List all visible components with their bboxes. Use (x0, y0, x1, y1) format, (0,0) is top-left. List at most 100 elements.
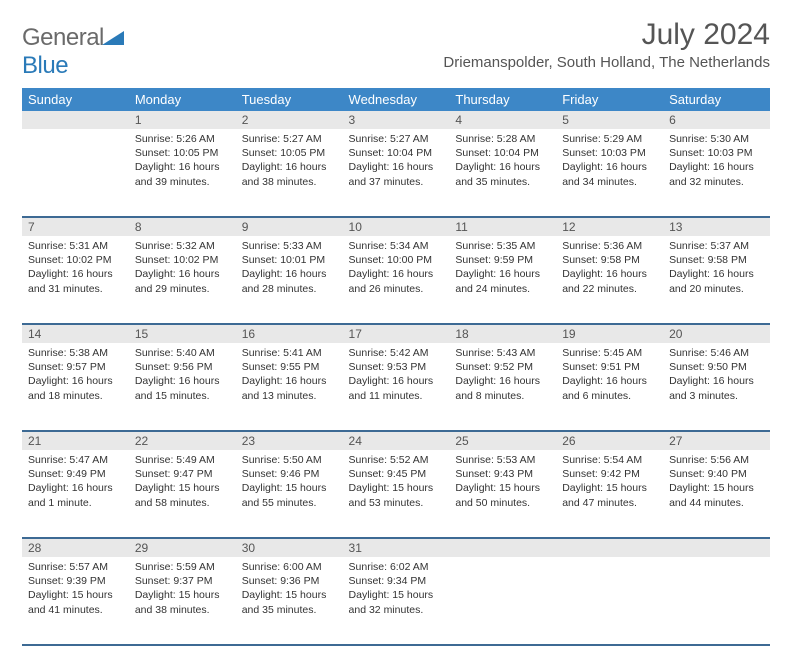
day-details: Sunrise: 5:27 AMSunset: 10:05 PMDaylight… (236, 129, 343, 193)
day-cell: Sunrise: 5:46 AMSunset: 9:50 PMDaylight:… (663, 343, 770, 431)
day-cell: Sunrise: 5:32 AMSunset: 10:02 PMDaylight… (129, 236, 236, 324)
day-number-cell: 26 (556, 431, 663, 450)
day-cell: Sunrise: 5:57 AMSunset: 9:39 PMDaylight:… (22, 557, 129, 645)
daynum-row: 28293031 (22, 538, 770, 557)
title-block: July 2024 Driemanspolder, South Holland,… (443, 18, 770, 71)
day-details: Sunrise: 5:29 AMSunset: 10:03 PMDaylight… (556, 129, 663, 193)
day-cell: Sunrise: 5:36 AMSunset: 9:58 PMDaylight:… (556, 236, 663, 324)
logo-triangle-icon (102, 29, 124, 45)
day-number-cell (663, 538, 770, 557)
day-cell: Sunrise: 5:54 AMSunset: 9:42 PMDaylight:… (556, 450, 663, 538)
weekday-header: Tuesday (236, 88, 343, 111)
month-title: July 2024 (443, 18, 770, 52)
day-number-cell: 23 (236, 431, 343, 450)
weekday-header: Wednesday (343, 88, 450, 111)
day-details: Sunrise: 5:42 AMSunset: 9:53 PMDaylight:… (343, 343, 450, 407)
day-details: Sunrise: 5:43 AMSunset: 9:52 PMDaylight:… (449, 343, 556, 407)
day-details: Sunrise: 5:47 AMSunset: 9:49 PMDaylight:… (22, 450, 129, 514)
day-cell: Sunrise: 5:47 AMSunset: 9:49 PMDaylight:… (22, 450, 129, 538)
day-details: Sunrise: 5:57 AMSunset: 9:39 PMDaylight:… (22, 557, 129, 621)
day-number-cell: 16 (236, 324, 343, 343)
day-cell: Sunrise: 5:42 AMSunset: 9:53 PMDaylight:… (343, 343, 450, 431)
day-details: Sunrise: 5:50 AMSunset: 9:46 PMDaylight:… (236, 450, 343, 514)
day-cell: Sunrise: 5:43 AMSunset: 9:52 PMDaylight:… (449, 343, 556, 431)
day-details: Sunrise: 5:28 AMSunset: 10:04 PMDaylight… (449, 129, 556, 193)
day-cell: Sunrise: 5:29 AMSunset: 10:03 PMDaylight… (556, 129, 663, 217)
day-cell: Sunrise: 5:26 AMSunset: 10:05 PMDaylight… (129, 129, 236, 217)
day-number-cell: 18 (449, 324, 556, 343)
day-cell: Sunrise: 5:34 AMSunset: 10:00 PMDaylight… (343, 236, 450, 324)
day-number-cell: 19 (556, 324, 663, 343)
day-cell: Sunrise: 5:33 AMSunset: 10:01 PMDaylight… (236, 236, 343, 324)
calendar-table: Sunday Monday Tuesday Wednesday Thursday… (22, 88, 770, 646)
day-number-cell: 14 (22, 324, 129, 343)
day-details: Sunrise: 5:56 AMSunset: 9:40 PMDaylight:… (663, 450, 770, 514)
logo: General Blue (22, 24, 124, 80)
day-number-cell: 1 (129, 111, 236, 129)
day-number-cell: 7 (22, 217, 129, 236)
day-cell: Sunrise: 6:02 AMSunset: 9:34 PMDaylight:… (343, 557, 450, 645)
day-details: Sunrise: 5:30 AMSunset: 10:03 PMDaylight… (663, 129, 770, 193)
header: General Blue July 2024 Driemanspolder, S… (22, 18, 770, 80)
day-number-cell: 29 (129, 538, 236, 557)
day-number-cell: 2 (236, 111, 343, 129)
day-cell: Sunrise: 5:28 AMSunset: 10:04 PMDaylight… (449, 129, 556, 217)
day-cell: Sunrise: 5:38 AMSunset: 9:57 PMDaylight:… (22, 343, 129, 431)
day-details: Sunrise: 5:49 AMSunset: 9:47 PMDaylight:… (129, 450, 236, 514)
day-details: Sunrise: 5:52 AMSunset: 9:45 PMDaylight:… (343, 450, 450, 514)
day-cell (556, 557, 663, 645)
day-details: Sunrise: 5:32 AMSunset: 10:02 PMDaylight… (129, 236, 236, 300)
day-cell: Sunrise: 5:27 AMSunset: 10:04 PMDaylight… (343, 129, 450, 217)
day-number-cell: 31 (343, 538, 450, 557)
day-cell: Sunrise: 5:40 AMSunset: 9:56 PMDaylight:… (129, 343, 236, 431)
day-number-cell: 22 (129, 431, 236, 450)
day-number-cell (556, 538, 663, 557)
day-number-cell: 21 (22, 431, 129, 450)
day-details: Sunrise: 6:02 AMSunset: 9:34 PMDaylight:… (343, 557, 450, 621)
day-details: Sunrise: 5:26 AMSunset: 10:05 PMDaylight… (129, 129, 236, 193)
week-row: Sunrise: 5:38 AMSunset: 9:57 PMDaylight:… (22, 343, 770, 431)
day-number-cell: 30 (236, 538, 343, 557)
day-number-cell: 4 (449, 111, 556, 129)
weekday-header: Saturday (663, 88, 770, 111)
daynum-row: 123456 (22, 111, 770, 129)
logo-blue-text: Blue (22, 52, 68, 79)
day-number-cell: 8 (129, 217, 236, 236)
weekday-header: Thursday (449, 88, 556, 111)
day-cell: Sunrise: 5:37 AMSunset: 9:58 PMDaylight:… (663, 236, 770, 324)
day-cell: Sunrise: 5:52 AMSunset: 9:45 PMDaylight:… (343, 450, 450, 538)
day-number-cell: 28 (22, 538, 129, 557)
day-details: Sunrise: 5:45 AMSunset: 9:51 PMDaylight:… (556, 343, 663, 407)
day-cell: Sunrise: 5:49 AMSunset: 9:47 PMDaylight:… (129, 450, 236, 538)
day-details: Sunrise: 5:27 AMSunset: 10:04 PMDaylight… (343, 129, 450, 193)
day-cell: Sunrise: 5:50 AMSunset: 9:46 PMDaylight:… (236, 450, 343, 538)
day-number-cell: 5 (556, 111, 663, 129)
day-cell: Sunrise: 5:31 AMSunset: 10:02 PMDaylight… (22, 236, 129, 324)
day-cell (22, 129, 129, 217)
day-number-cell: 12 (556, 217, 663, 236)
week-row: Sunrise: 5:26 AMSunset: 10:05 PMDaylight… (22, 129, 770, 217)
day-details: Sunrise: 5:36 AMSunset: 9:58 PMDaylight:… (556, 236, 663, 300)
daynum-row: 78910111213 (22, 217, 770, 236)
weekday-header: Sunday (22, 88, 129, 111)
day-cell: Sunrise: 5:53 AMSunset: 9:43 PMDaylight:… (449, 450, 556, 538)
day-number-cell: 9 (236, 217, 343, 236)
day-number-cell: 27 (663, 431, 770, 450)
week-row: Sunrise: 5:57 AMSunset: 9:39 PMDaylight:… (22, 557, 770, 645)
day-number-cell: 24 (343, 431, 450, 450)
logo-general-text: General (22, 24, 104, 51)
day-cell: Sunrise: 6:00 AMSunset: 9:36 PMDaylight:… (236, 557, 343, 645)
day-cell: Sunrise: 5:30 AMSunset: 10:03 PMDaylight… (663, 129, 770, 217)
day-number-cell: 10 (343, 217, 450, 236)
day-number-cell: 6 (663, 111, 770, 129)
day-cell: Sunrise: 5:56 AMSunset: 9:40 PMDaylight:… (663, 450, 770, 538)
day-cell: Sunrise: 5:35 AMSunset: 9:59 PMDaylight:… (449, 236, 556, 324)
day-number-cell: 20 (663, 324, 770, 343)
day-details: Sunrise: 5:31 AMSunset: 10:02 PMDaylight… (22, 236, 129, 300)
week-row: Sunrise: 5:47 AMSunset: 9:49 PMDaylight:… (22, 450, 770, 538)
day-number-cell: 13 (663, 217, 770, 236)
day-details: Sunrise: 5:41 AMSunset: 9:55 PMDaylight:… (236, 343, 343, 407)
day-cell (449, 557, 556, 645)
day-details: Sunrise: 5:59 AMSunset: 9:37 PMDaylight:… (129, 557, 236, 621)
weekday-header: Monday (129, 88, 236, 111)
